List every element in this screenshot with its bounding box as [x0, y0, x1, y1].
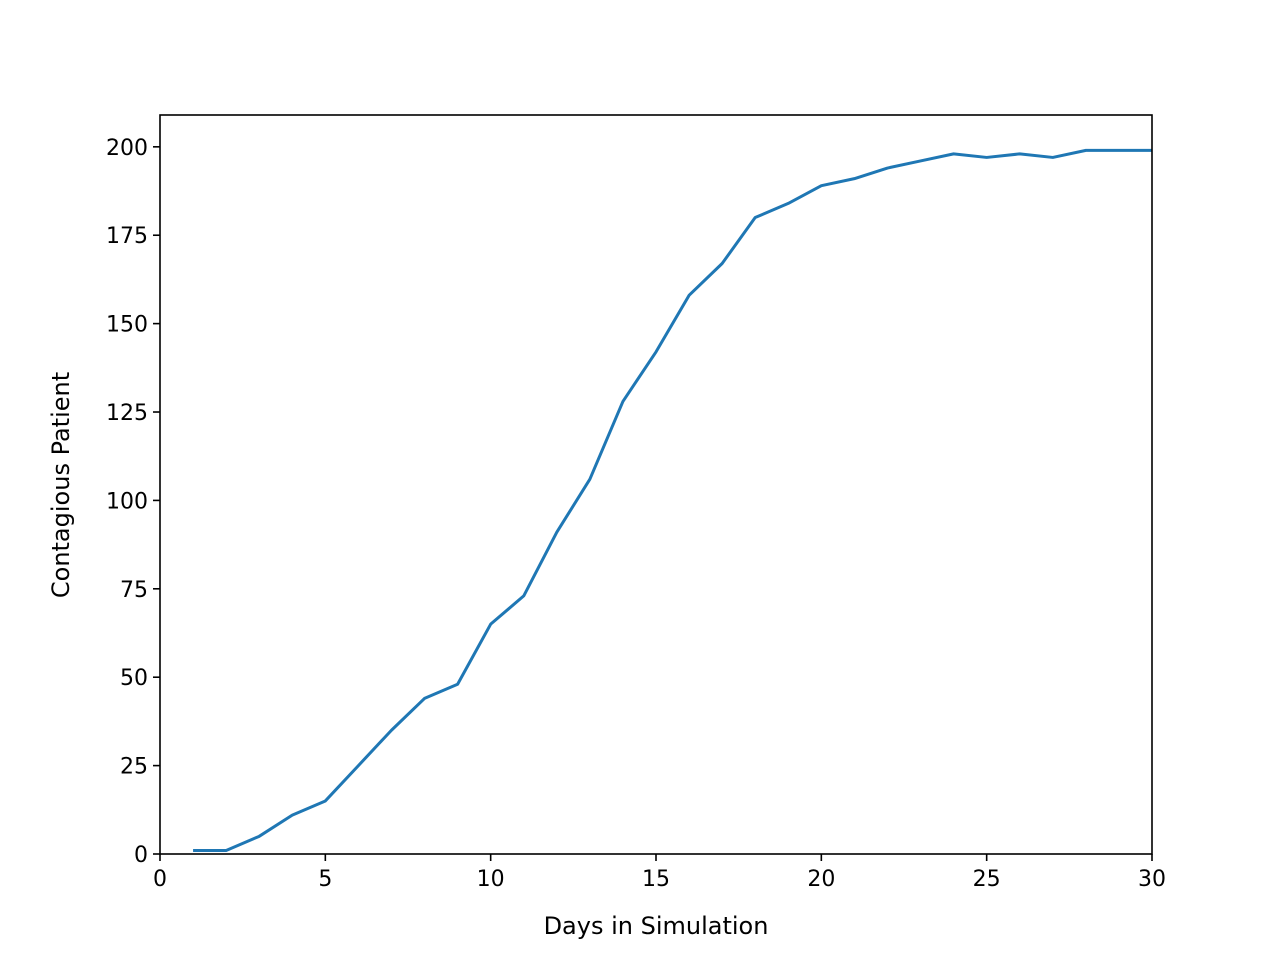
y-tick-label: 0 [134, 843, 148, 868]
y-axis-ticks: 0 25 50 75 100 125 150 175 200 [106, 136, 160, 868]
x-axis-ticks: 0 5 10 15 20 25 30 [153, 854, 1166, 892]
y-tick-label: 50 [120, 666, 148, 691]
series-layer [193, 148, 1152, 852]
y-tick-label: 200 [106, 136, 148, 161]
x-tick-label: 5 [318, 867, 332, 892]
y-tick-label: 150 [106, 313, 148, 338]
x-tick-label: 25 [973, 867, 1001, 892]
x-axis-label: Days in Simulation [544, 912, 769, 940]
plot-background [160, 115, 1152, 854]
y-axis-label: Contagious Patient [47, 372, 75, 598]
y-tick-label: 125 [106, 401, 148, 426]
plot-frame [159, 114, 1153, 855]
y-tick-label: 25 [120, 755, 148, 780]
x-tick-label: 30 [1138, 867, 1166, 892]
plot-area [160, 115, 1152, 854]
y-tick-label: 100 [106, 489, 148, 514]
x-tick-label: 0 [153, 867, 167, 892]
y-tick-label: 175 [106, 224, 148, 249]
x-tick-label: 15 [642, 867, 670, 892]
x-tick-label: 20 [807, 867, 835, 892]
x-tick-label: 10 [477, 867, 505, 892]
y-tick-label: 75 [120, 578, 148, 603]
series-line [193, 148, 1152, 852]
